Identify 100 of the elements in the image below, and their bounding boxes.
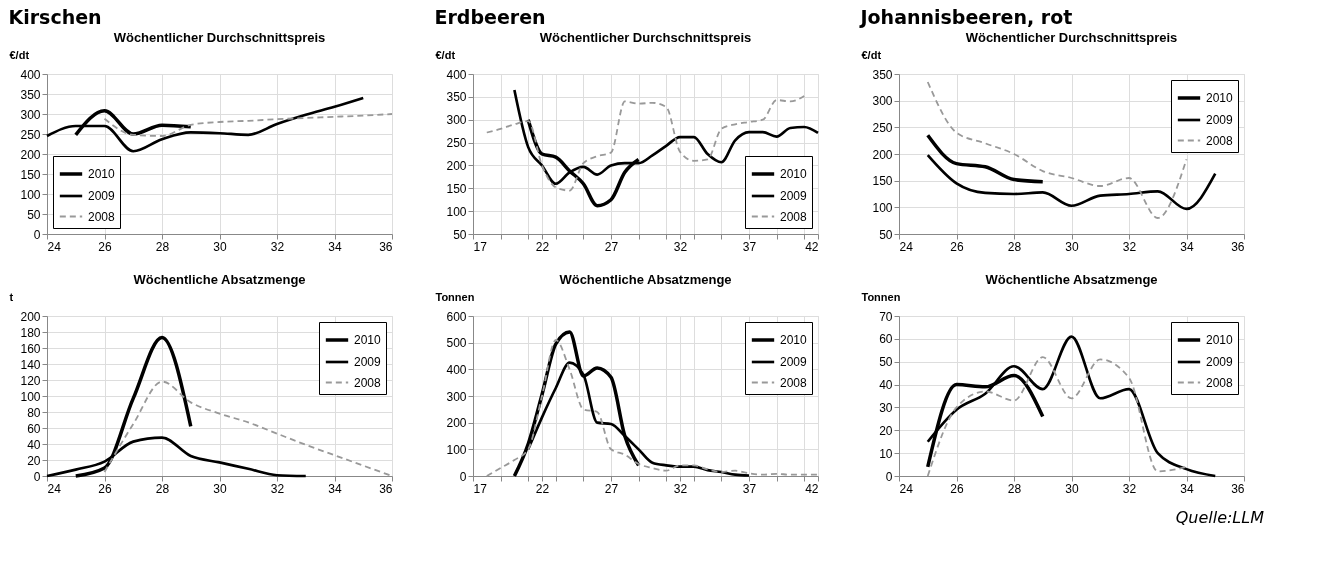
x-tick-label: 24 (899, 481, 914, 496)
x-tick-label: 37 (742, 239, 757, 254)
x-tick-label: 42 (805, 239, 819, 254)
x-tick-label: 32 (270, 481, 285, 496)
x-tick-label: 27 (604, 239, 619, 254)
y-tick-label: 300 (20, 107, 41, 122)
y-tick-label: 250 (872, 120, 893, 135)
legend-label: 2010 (1206, 91, 1234, 105)
x-tick-label: 22 (535, 481, 550, 496)
y-tick-label: 250 (20, 127, 41, 142)
x-tick-label: 22 (535, 239, 550, 254)
y-axis-title: €/dt (9, 48, 30, 61)
y-tick-label: 0 (33, 227, 41, 242)
y-tick-label: 50 (879, 355, 893, 370)
legend-label: 2010 (354, 333, 382, 347)
x-tick-label: 30 (1065, 239, 1079, 254)
y-tick-label: 200 (446, 416, 467, 431)
y-tick-label: 100 (446, 204, 467, 219)
x-tick-label: 26 (950, 239, 964, 254)
x-tick-label: 28 (1007, 481, 1022, 496)
legend-label: 2008 (354, 375, 382, 390)
y-tick-label: 120 (20, 373, 41, 388)
x-tick-label: 36 (1231, 481, 1245, 496)
y-tick-label: 400 (20, 67, 41, 82)
y-tick-label: 600 (446, 309, 467, 324)
legend-label: 2008 (1206, 375, 1234, 390)
y-tick-label: 400 (446, 67, 467, 82)
legend-label: 2008 (1206, 133, 1234, 148)
x-tick-label: 32 (673, 239, 688, 254)
y-tick-label: 30 (879, 400, 893, 415)
y-tick-label: 200 (446, 158, 467, 173)
y-tick-label: 100 (20, 187, 41, 202)
x-tick-label: 32 (1122, 239, 1137, 254)
x-tick-label: 32 (1122, 481, 1137, 496)
legend-label: 2010 (1206, 333, 1234, 347)
x-tick-label: 28 (1007, 239, 1022, 254)
x-tick-label: 42 (805, 481, 819, 496)
chart-subtitle: Wöchentlicher Durchschnittspreis (965, 30, 1178, 45)
y-tick-label: 400 (446, 362, 467, 377)
y-tick-label: 250 (446, 136, 467, 151)
y-tick-label: 200 (20, 147, 41, 162)
y-tick-label: 60 (27, 421, 41, 436)
x-tick-label: 28 (155, 239, 170, 254)
y-tick-label: 100 (446, 442, 467, 457)
legend-label: 2009 (1206, 113, 1234, 127)
chart-subtitle: Wöchentlicher Durchschnittspreis (113, 30, 326, 45)
legend-label: 2009 (354, 355, 382, 369)
x-tick-label: 34 (1180, 481, 1194, 496)
x-tick-label: 30 (1065, 481, 1079, 496)
y-tick-label: 50 (27, 207, 41, 222)
y-tick-label: 40 (879, 378, 893, 393)
x-tick-label: 37 (742, 481, 757, 496)
y-tick-label: 20 (27, 453, 41, 468)
x-tick-label: 36 (1231, 239, 1245, 254)
y-tick-label: 350 (872, 67, 893, 82)
x-tick-label: 34 (328, 481, 342, 496)
y-tick-label: 0 (33, 469, 41, 484)
y-tick-label: 300 (446, 113, 467, 128)
legend-label: 2009 (1206, 355, 1234, 369)
y-tick-label: 50 (879, 227, 893, 242)
legend-label: 2009 (88, 189, 116, 203)
y-tick-label: 80 (27, 405, 41, 420)
legend-label: 2008 (88, 209, 116, 224)
x-tick-label: 24 (47, 239, 62, 254)
y-tick-label: 300 (872, 94, 893, 109)
y-tick-label: 150 (872, 174, 893, 189)
y-tick-label: 300 (446, 389, 467, 404)
legend-label: 2008 (780, 375, 808, 390)
y-tick-label: 40 (27, 437, 41, 452)
source-note: Quelle:LLM (1175, 508, 1265, 527)
x-tick-label: 17 (473, 239, 488, 254)
legend-label: 2008 (780, 209, 808, 224)
y-tick-label: 70 (879, 309, 893, 324)
x-tick-label: 24 (899, 239, 914, 254)
y-tick-label: 500 (446, 336, 467, 351)
x-tick-label: 32 (673, 481, 688, 496)
y-tick-label: 50 (453, 227, 467, 242)
y-tick-label: 350 (20, 87, 41, 102)
y-axis-title: t (9, 290, 14, 303)
y-tick-label: 10 (879, 446, 893, 461)
y-tick-label: 150 (446, 181, 467, 196)
y-tick-label: 160 (20, 341, 41, 356)
y-tick-label: 0 (459, 469, 467, 484)
x-tick-label: 30 (213, 239, 227, 254)
x-tick-label: 34 (1180, 239, 1194, 254)
y-tick-label: 100 (20, 389, 41, 404)
chart-title: Kirschen (8, 5, 102, 28)
y-tick-label: 200 (20, 309, 41, 324)
x-tick-label: 27 (604, 481, 619, 496)
x-tick-label: 34 (328, 239, 342, 254)
x-tick-label: 36 (379, 239, 393, 254)
y-tick-label: 350 (446, 90, 467, 105)
x-tick-label: 17 (473, 481, 488, 496)
y-tick-label: 0 (885, 469, 893, 484)
legend-label: 2009 (780, 189, 808, 203)
chart-subtitle: Wöchentlicher Durchschnittspreis (539, 30, 752, 45)
chart-title: Erdbeeren (434, 5, 546, 28)
x-tick-label: 26 (950, 481, 964, 496)
y-tick-label: 200 (872, 147, 893, 162)
y-tick-label: 140 (20, 357, 41, 372)
